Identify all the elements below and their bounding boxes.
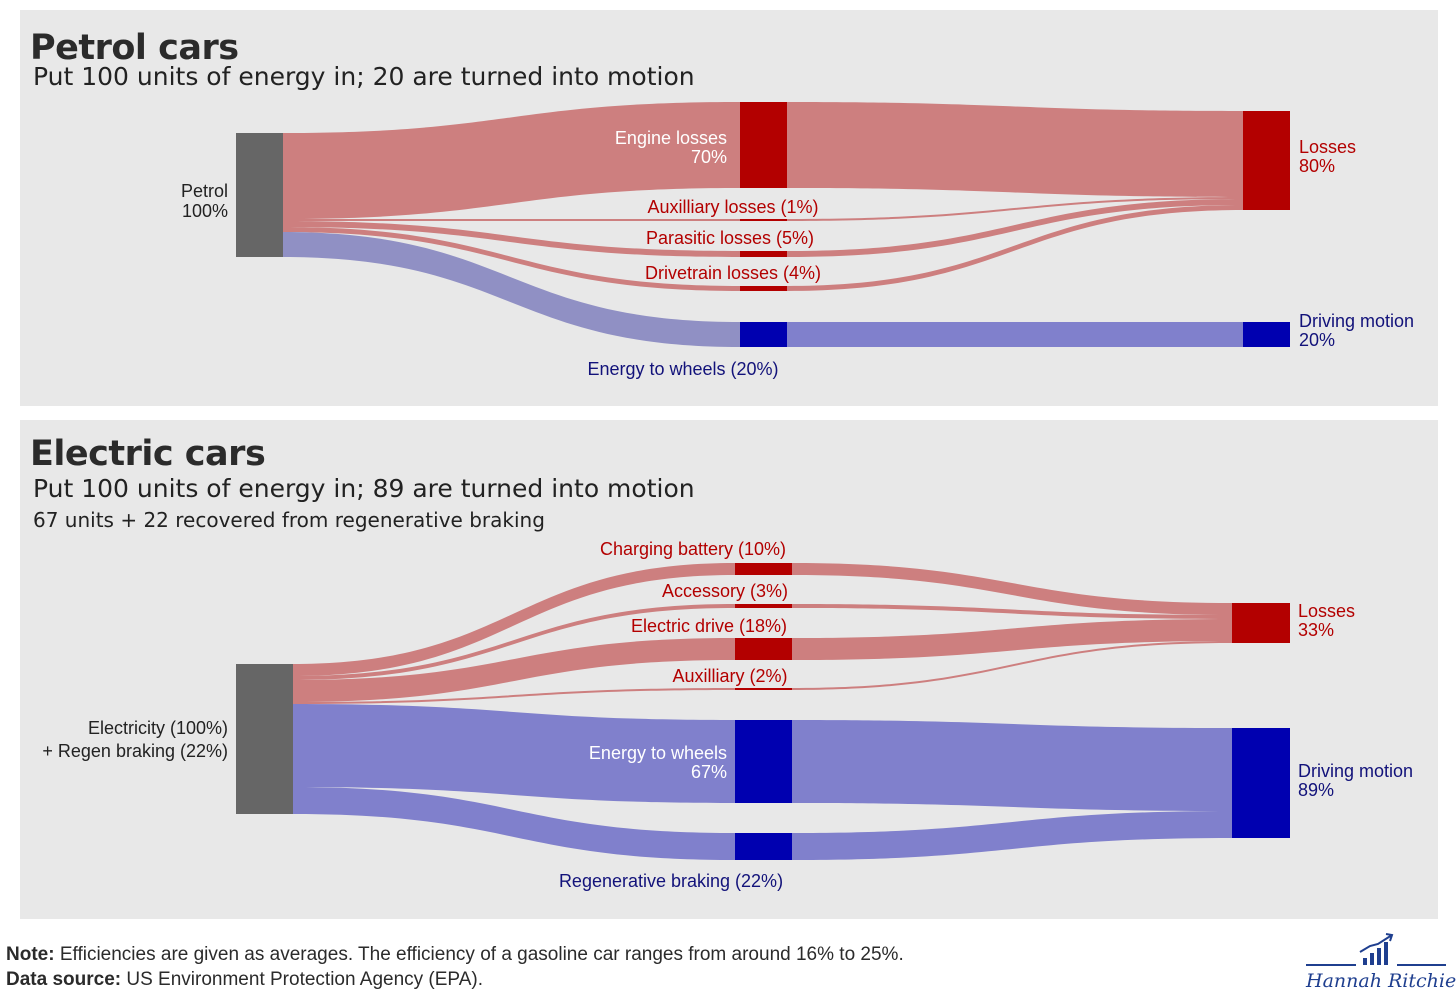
label-drivetrain-losses: Drivetrain losses (4%) [645, 263, 821, 283]
flow-electric-charging-to-losses [792, 563, 1232, 615]
flow-electric-electric-drive [293, 638, 735, 702]
electric-source-label-line2: + Regen braking (22%) [42, 741, 228, 761]
label-electric-losses-pct: 33% [1298, 620, 1334, 640]
petrol-subtitle: Put 100 units of energy in; 20 are turne… [33, 62, 695, 91]
note-label: Note: [6, 944, 55, 965]
node-petrol-driving-motion [1243, 322, 1290, 347]
flow-electric-energy-to-wheels [293, 704, 735, 803]
node-electric-charging-battery [735, 563, 792, 575]
electric-sankey: Electricity (100%) + Regen braking (22%)… [42, 539, 1413, 891]
flow-petrol-parasitic-to-losses [787, 199, 1243, 257]
flow-electric-accessory [293, 604, 735, 680]
petrol-panel: Petrol cars Put 100 units of energy in; … [20, 10, 1438, 406]
electric-source-label-line1: Electricity (100%) [88, 718, 228, 738]
label-parasitic-losses: Parasitic losses (5%) [646, 228, 814, 248]
flow-electric-auxiliary [293, 688, 735, 704]
label-energy-to-wheels-pct: 67% [691, 762, 727, 782]
node-petrol-auxiliary-losses [740, 219, 787, 221]
label-engine-losses: Engine losses [615, 128, 727, 148]
node-electric-energy-to-wheels [735, 720, 792, 803]
label-electric-driving-motion: Driving motion [1298, 761, 1413, 781]
flow-petrol-wheels-to-motion [787, 322, 1243, 347]
label-auxiliary-losses: Auxilliary losses (1%) [647, 197, 818, 217]
label-energy-to-wheels: Energy to wheels [589, 743, 727, 763]
note-line: Note: Efficiencies are given as averages… [6, 944, 904, 966]
petrol-source-label: Petrol [181, 181, 228, 201]
flow-petrol-aux-to-losses [787, 197, 1243, 221]
node-petrol-source [236, 133, 283, 257]
author-logo: Hannah Ritchie [1300, 930, 1456, 996]
flow-electric-regenerative-braking [293, 787, 735, 860]
flow-petrol-engine-losses [283, 102, 740, 219]
petrol-title: Petrol cars [30, 28, 239, 68]
label-electric-losses: Losses [1298, 601, 1355, 621]
node-electric-losses [1232, 603, 1290, 643]
flow-electric-charging-battery [293, 563, 735, 676]
node-electric-source [236, 664, 293, 814]
electric-title: Electric cars [30, 434, 266, 474]
flow-petrol-auxiliary-losses [283, 219, 740, 221]
flow-electric-auxiliary-to-losses [792, 641, 1232, 690]
label-accessory: Accessory (3%) [662, 581, 788, 601]
flow-electric-drive-to-losses [792, 619, 1232, 660]
label-petrol-driving-motion-pct: 20% [1299, 330, 1335, 350]
node-petrol-engine-losses [740, 102, 787, 188]
label-engine-losses-pct: 70% [691, 147, 727, 167]
flow-electric-accessory-to-losses [792, 604, 1232, 619]
bar-chart-trend-icon [1306, 933, 1446, 966]
label-regenerative-braking: Regenerative braking (22%) [559, 871, 783, 891]
node-electric-driving-motion [1232, 728, 1290, 838]
label-petrol-losses: Losses [1299, 137, 1356, 157]
author-name: Hannah Ritchie [1306, 970, 1456, 992]
label-charging-battery: Charging battery (10%) [600, 539, 786, 559]
flow-petrol-drivetrain-to-losses [787, 205, 1243, 291]
label-petrol-losses-pct: 80% [1299, 156, 1335, 176]
label-petrol-driving-motion: Driving motion [1299, 311, 1414, 331]
electric-subtitle-2: 67 units + 22 recovered from regenerativ… [33, 508, 545, 532]
flow-electric-wheels-to-motion [792, 720, 1232, 811]
node-electric-electric-drive [735, 638, 792, 660]
petrol-source-pct: 100% [182, 201, 228, 221]
data-source-label: Data source: [6, 969, 122, 990]
label-auxiliary: Auxilliary (2%) [672, 666, 787, 686]
node-petrol-energy-to-wheels [740, 322, 787, 347]
electric-panel: Electric cars Put 100 units of energy in… [20, 420, 1438, 919]
flow-petrol-drivetrain-losses [283, 227, 740, 291]
node-electric-auxiliary [735, 688, 792, 690]
node-petrol-losses [1243, 111, 1290, 210]
flow-electric-regen-to-motion [792, 811, 1232, 860]
data-source-text: US Environment Protection Agency (EPA). [121, 969, 483, 990]
flow-petrol-energy-to-wheels [283, 232, 740, 347]
label-electric-drive: Electric drive (18%) [631, 616, 787, 636]
label-energy-to-wheels: Energy to wheels (20%) [587, 359, 778, 379]
node-petrol-parasitic-losses [740, 251, 787, 257]
node-petrol-drivetrain-losses [740, 286, 787, 291]
node-electric-regenerative-braking [735, 833, 792, 860]
petrol-sankey: Petrol 100% Engine losses 70% Auxilliary… [181, 102, 1414, 379]
flow-petrol-engine-to-losses [787, 102, 1243, 197]
node-electric-accessory [735, 604, 792, 608]
electric-subtitle: Put 100 units of energy in; 89 are turne… [33, 474, 695, 503]
label-electric-driving-motion-pct: 89% [1298, 780, 1334, 800]
note-text: Efficiencies are given as averages. The … [54, 944, 904, 965]
data-source-line: Data source: US Environment Protection A… [6, 969, 483, 991]
flow-petrol-parasitic-losses [283, 221, 740, 257]
